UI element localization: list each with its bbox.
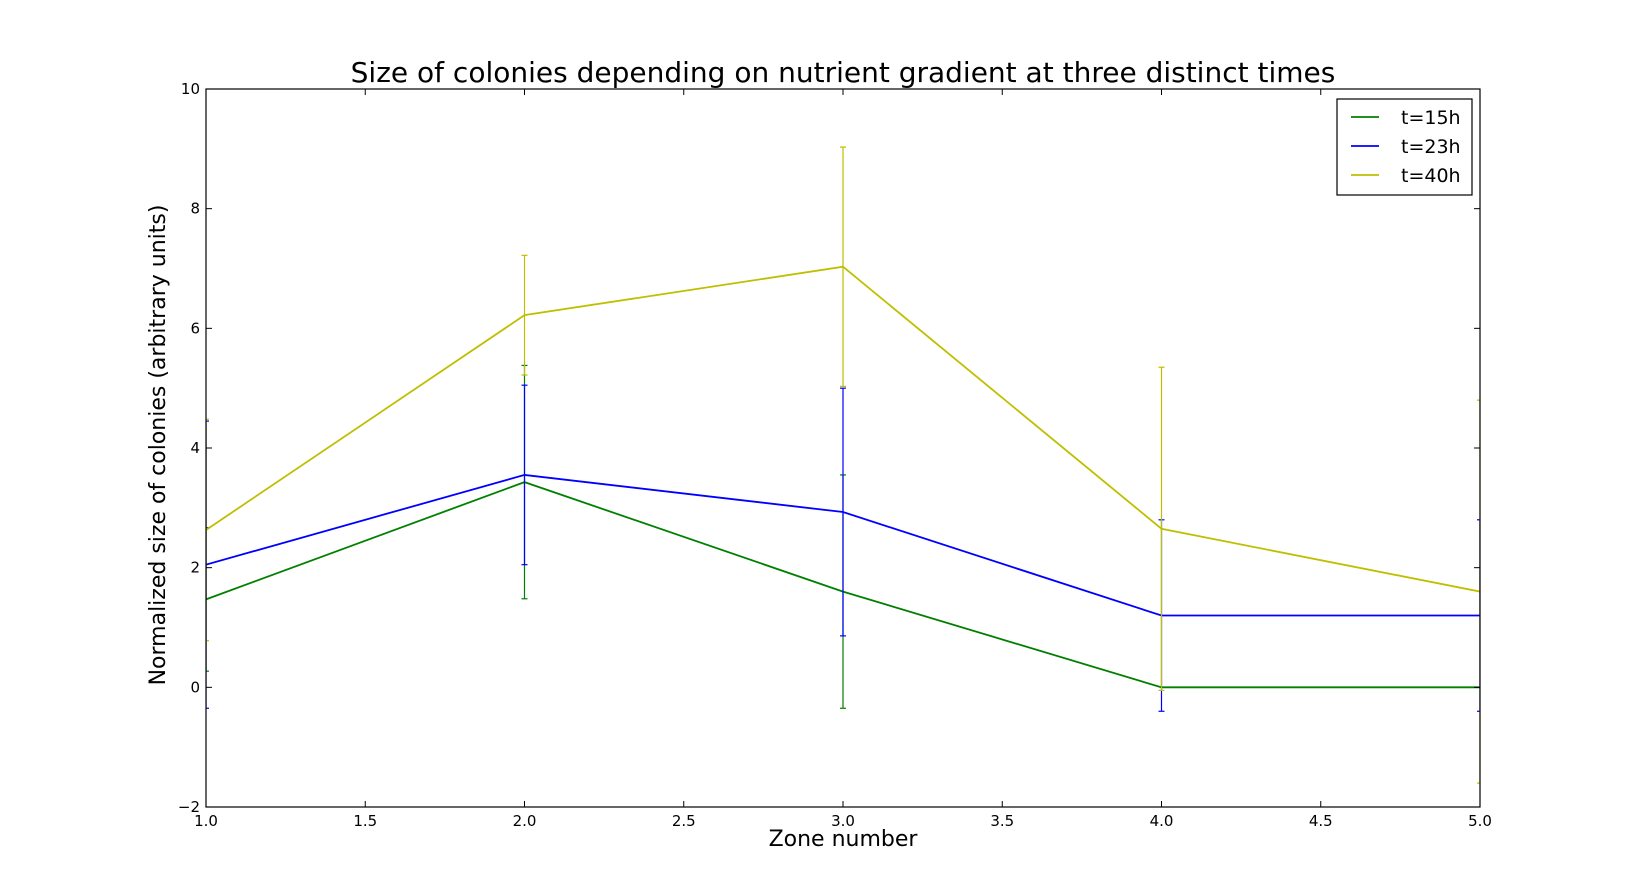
legend: t=15h t=23h t=40h	[1336, 98, 1473, 196]
x-tick-label: 3.0	[831, 812, 855, 830]
y-tick-label: 0	[190, 678, 200, 696]
x-axis-label: Zone number	[769, 827, 919, 852]
plot-area	[206, 146, 1480, 784]
y-axis-label: Normalized size of colonies (arbitrary u…	[146, 205, 171, 686]
x-tick-label: 5.0	[1468, 812, 1492, 830]
legend-label-2: t=40h	[1401, 165, 1461, 187]
y-tick-label: 2	[190, 559, 200, 577]
y-tick-label: 8	[190, 200, 200, 218]
y-tick-label: −2	[178, 798, 200, 816]
x-tick-label: 4.5	[1309, 812, 1333, 830]
x-tick-label: 1.5	[353, 812, 377, 830]
y-tick-label: 4	[190, 439, 200, 457]
x-tick-label: 2.5	[672, 812, 696, 830]
x-tick-label: 3.5	[990, 812, 1014, 830]
x-tick-label: 2.0	[513, 812, 537, 830]
legend-label-0: t=15h	[1401, 107, 1461, 129]
axes: 1.0 1.5 2.0 2.5 3.0 3.5 4.0 4.5 5.0 −2 0 2 4 6 8 10	[178, 80, 1492, 830]
chart-title: Size of colonies depending on nutrient g…	[351, 56, 1336, 89]
x-tick-label: 4.0	[1150, 812, 1174, 830]
legend-label-1: t=23h	[1401, 136, 1461, 158]
legend-box	[1336, 98, 1473, 196]
y-tick-label: 10	[181, 80, 200, 98]
x-tick-label: 1.0	[194, 812, 218, 830]
y-tick-label: 6	[190, 319, 200, 337]
